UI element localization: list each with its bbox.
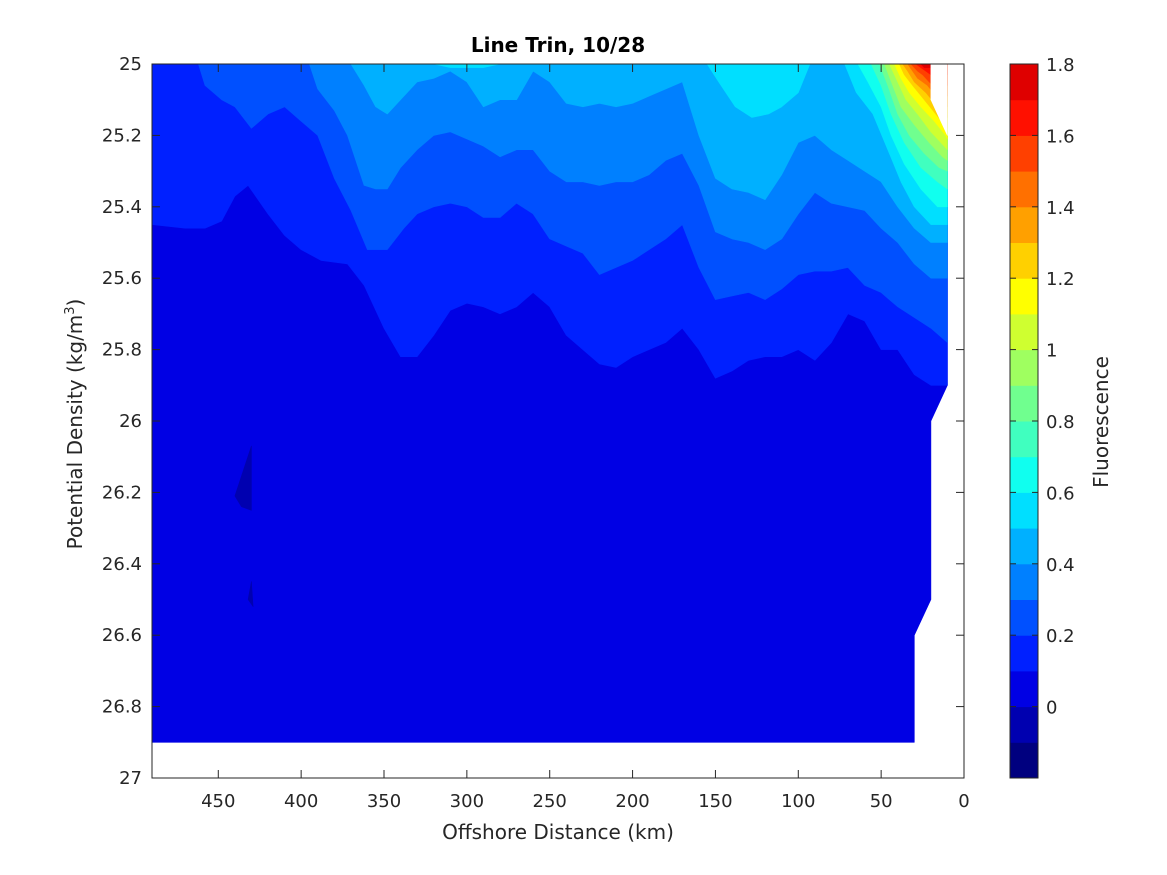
x-axis: 450 400 350 300 250 200 150 100 50 0: [201, 64, 970, 812]
y-tick-label: 25.4: [102, 197, 142, 218]
x-tick-label: 150: [698, 791, 732, 812]
y-axis-title: Potential Density (kg/m3): [63, 299, 87, 550]
colorbar-swatch: [1010, 135, 1038, 172]
y-tick-label: 27: [119, 768, 142, 789]
colorbar-swatch: [1010, 171, 1038, 208]
colorbar-swatch: [1010, 599, 1038, 636]
colorbar-title: Fluorescence: [1089, 356, 1113, 488]
colorbar-swatch: [1010, 742, 1038, 779]
x-tick-label: 250: [533, 791, 567, 812]
y-tick-label: 25.6: [102, 268, 142, 289]
colorbar-tick-label: 0.8: [1046, 412, 1075, 433]
colorbar-swatch: [1010, 670, 1038, 708]
y-axis-title-text: Potential Density (kg/m: [63, 315, 87, 550]
y-axis-title-close: ): [63, 299, 87, 307]
colorbar-swatch: [1010, 313, 1038, 351]
colorbar-swatch: [1010, 242, 1038, 279]
colorbar-swatch: [1010, 349, 1038, 386]
colorbar-swatch: [1010, 528, 1038, 565]
colorbar-tick-label: 1.8: [1046, 55, 1075, 76]
y-tick-label: 25.2: [102, 125, 142, 146]
colorbar-tick-label: 1: [1046, 341, 1057, 362]
colorbar-tick-label: 0.6: [1046, 483, 1075, 504]
colorbar-tick-label: 0.2: [1046, 626, 1075, 647]
x-tick-label: 450: [201, 791, 235, 812]
x-tick-label: 200: [615, 791, 649, 812]
x-tick-label: 350: [367, 791, 401, 812]
y-tick-label: 25.8: [102, 340, 142, 361]
contour-band: [234, 445, 252, 511]
y-axis-title-superscript: 3: [63, 306, 78, 314]
y-tick-label: 26.2: [102, 482, 142, 503]
colorbar-tick-label: 1.4: [1046, 198, 1075, 219]
colorbar-tick-label: 0: [1046, 698, 1057, 719]
x-tick-label: 0: [958, 791, 969, 812]
colorbar-swatch: [1010, 563, 1038, 600]
colorbar-swatch: [1010, 99, 1038, 136]
contour-band: [350, 64, 948, 243]
chart-title: Line Trin, 10/28: [471, 33, 645, 57]
x-tick-label: 50: [870, 791, 893, 812]
colorbar-swatch: [1010, 385, 1038, 422]
colorbar-tick-label: 1.2: [1046, 269, 1075, 290]
y-tick-label: 26.4: [102, 554, 142, 575]
contour-band: [247, 581, 254, 607]
x-tick-label: 400: [284, 791, 318, 812]
colorbar-swatch: [1010, 206, 1038, 243]
plot-area: 450 400 350 300 250 200 150 100 50 0 2525.225.425…: [102, 54, 970, 812]
x-tick-label: 300: [450, 791, 484, 812]
colorbar-swatch: [1010, 492, 1038, 529]
colorbar-swatch: [1010, 64, 1038, 101]
y-tick-label: 26.8: [102, 697, 142, 718]
colorbar-swatch: [1010, 456, 1038, 493]
colorbar-tick-label: 0.4: [1046, 555, 1075, 576]
x-axis-title: Offshore Distance (km): [442, 820, 674, 844]
colorbar-tick-label: 1.6: [1046, 126, 1075, 147]
colorbar-swatch: [1010, 278, 1038, 315]
y-axis: 25 25.2 25.4 25.6 25.8 26 26.2 26.4 26.6 26.8 27: [102, 54, 964, 789]
colorbar-swatch: [1010, 706, 1038, 743]
colorbar-swatch: [1010, 421, 1038, 458]
y-tick-label: 26: [119, 411, 142, 432]
x-tick-label: 100: [781, 791, 815, 812]
colorbar-swatch: [1010, 635, 1038, 672]
y-tick-label: 26.6: [102, 625, 142, 646]
colorbar-swatches: [1010, 64, 1038, 779]
colorbar: 0 0.2 0.4 0.6 0.8 1 1.2 1.4 1.6 1.8: [1009, 55, 1075, 779]
contour-band: [930, 64, 948, 136]
y-tick-label: 25: [119, 54, 142, 75]
colorbar-ticks: 0 0.2 0.4 0.6 0.8 1 1.2 1.4 1.6 1.8: [1010, 55, 1075, 719]
contour-bands: [152, 64, 948, 743]
